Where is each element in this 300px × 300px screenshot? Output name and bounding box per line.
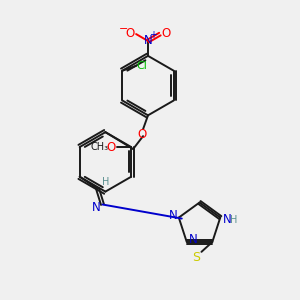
Text: O: O	[137, 128, 147, 141]
Text: Cl: Cl	[137, 61, 148, 71]
Text: O: O	[107, 140, 116, 154]
Text: H: H	[102, 177, 109, 187]
Text: −: −	[118, 24, 128, 34]
Text: N: N	[144, 34, 152, 46]
Text: O: O	[161, 27, 170, 40]
Text: N: N	[223, 213, 232, 226]
Text: N: N	[169, 209, 177, 222]
Text: S: S	[193, 251, 200, 264]
Text: N: N	[92, 201, 101, 214]
Text: N: N	[189, 233, 198, 247]
Text: CH₃: CH₃	[90, 142, 109, 152]
Text: H: H	[230, 214, 238, 225]
Text: +: +	[149, 30, 157, 40]
Text: O: O	[126, 27, 135, 40]
